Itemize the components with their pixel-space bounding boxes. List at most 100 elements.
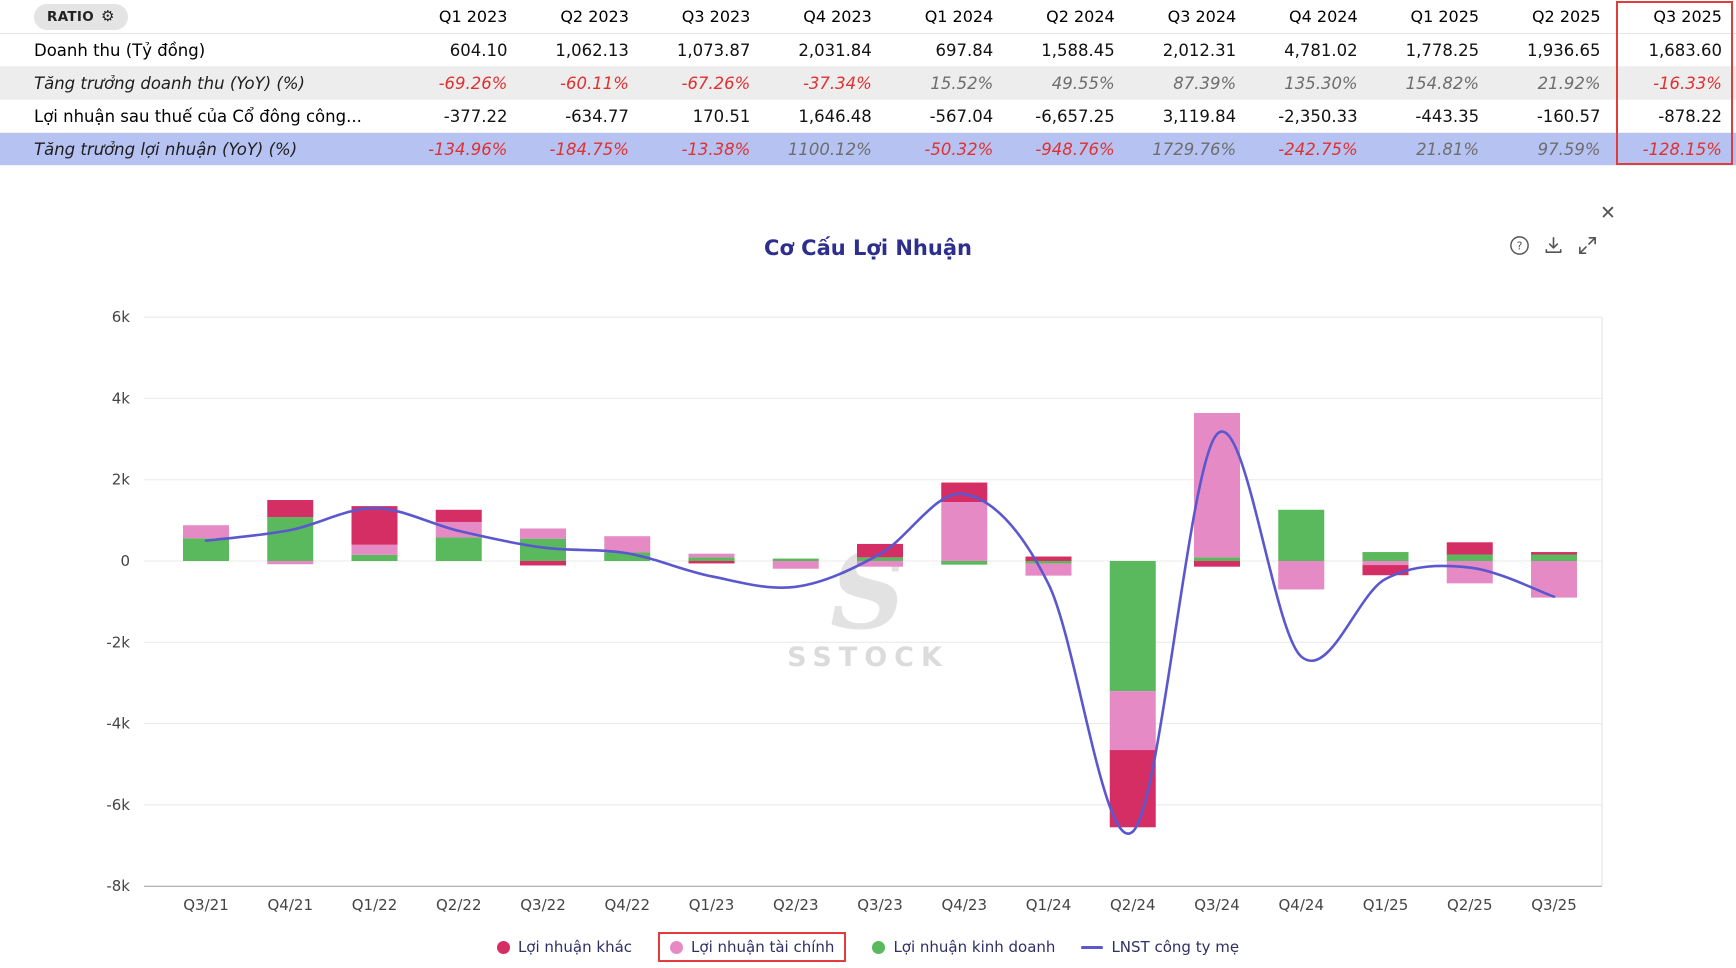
download-icon[interactable] [1542,234,1565,257]
x-axis-tick-label: Q3/25 [1531,896,1577,914]
bar-segment [1278,561,1325,590]
y-axis-tick-label: 4k [112,389,131,407]
chart-toolbar: ? [1508,234,1599,257]
bar-segment [435,509,482,522]
help-icon-svg: ? [1510,236,1529,255]
close-icon[interactable]: ✕ [1600,202,1616,224]
table-cell: -160.57 [1536,106,1601,126]
bar-segment [857,561,903,567]
table-cell: -134.96% [428,139,508,159]
table-cell: 135.30% [1284,73,1358,93]
bar-segment [1531,561,1577,598]
table-cell: -6,657.25 [1035,106,1115,126]
table-cell: 2,012.31 [1162,40,1237,60]
x-axis-tick-label: Q1/23 [689,896,735,914]
table-cell: 1,683.60 [1648,40,1722,60]
bar-segment [772,558,819,561]
x-axis-tick-label: Q1/22 [352,896,398,914]
bar-segment [1025,561,1072,564]
table-cell: -67.26% [681,73,751,93]
bar-segment [351,506,398,545]
bar-segment [1194,413,1240,558]
table-cell: -567.04 [929,106,994,126]
row-label: Lợi nhuận sau thuế của Cổ đông công... [34,106,362,126]
financial-ratio-table: RATIO ⚙ Q1 2023 Q2 2023 Q3 2023 Q4 2023 Q1 2… [0,0,1736,166]
legend-item-loi-nhuan-khac[interactable]: Lợi nhuận khác [496,938,632,956]
legend-item-loi-nhuan-kinh-doanh[interactable]: Lợi nhuận kinh doanh [872,938,1055,956]
table-cell: 4,781.02 [1284,40,1358,60]
table-cell: 1,588.45 [1041,40,1115,60]
x-axis-tick-label: Q2/22 [436,896,482,914]
chart-legend: Lợi nhuận khác Lợi nhuận tài chính Lợi nhu… [0,932,1736,962]
table-row[interactable]: Tăng trưởng lợi nhuận (YoY) (%) -134.96% -… [0,133,1736,166]
bar-segment [435,537,482,561]
bar-segment [1194,561,1240,567]
bar-segment [857,543,903,558]
column-header-q3-2024: Q3 2024 [1167,7,1237,26]
x-axis-tick-label: Q1/24 [1026,896,1072,914]
bar-segment [1194,557,1240,561]
table-row[interactable]: Lợi nhuận sau thuế của Cổ đông công... -3… [0,100,1736,133]
table-cell: 1729.76% [1152,139,1237,159]
row-label: Tăng trưởng lợi nhuận (YoY) (%) [34,139,298,159]
table-cell: 15.52% [930,73,994,93]
column-header-q4-2024: Q4 2024 [1289,7,1358,26]
bar-segment [351,544,398,555]
chart-title: Cơ Cấu Lợi Nhuận [764,236,972,260]
bar-segment [604,552,651,561]
bar-segment [267,561,314,565]
legend-dot-icon [872,940,886,954]
ratio-button[interactable]: RATIO ⚙ [34,3,128,30]
table-cell: 87.39% [1173,73,1237,93]
table-cell: 1,646.48 [798,106,872,126]
table-header-label-cell: RATIO ⚙ [0,3,400,30]
table-cell: 49.55% [1051,73,1115,93]
table-cell: 1,062.13 [555,40,629,60]
table-header-row: RATIO ⚙ Q1 2023 Q2 2023 Q3 2023 Q4 2023 Q1 2… [0,0,1736,34]
bar-segment [183,538,229,561]
y-axis-tick-label: 6k [112,308,131,326]
x-axis-tick-label: Q4/23 [942,896,988,914]
x-axis-tick-label: Q4/21 [268,896,314,914]
column-header-q4-2023: Q4 2023 [803,7,872,26]
bar-segment [1531,552,1577,555]
bar-segment [688,557,735,561]
column-header-q1-2024: Q1 2024 [924,7,994,26]
table-cell: -37.34% [802,73,872,93]
bar-segment [267,517,314,561]
table-cell: -242.75% [1278,139,1358,159]
table-row[interactable]: Doanh thu (Tỷ đồng) 604.10 1,062.13 1,073.8… [0,34,1736,67]
table-cell: -377.22 [443,106,508,126]
expand-icon[interactable] [1576,234,1599,257]
legend-item-loi-nhuan-tai-chinh[interactable]: Lợi nhuận tài chính [658,932,847,962]
table-cell: -16.33% [1653,73,1722,93]
lnst-line [204,430,1556,835]
column-header-q3-2025: Q3 2025 [1653,7,1722,26]
legend-label: Lợi nhuận kinh doanh [893,938,1056,956]
bar-segment [1362,565,1409,576]
table-cell: 1,936.65 [1527,40,1601,60]
table-row[interactable]: Tăng trưởng doanh thu (YoY) (%) -69.26% -6… [0,67,1736,100]
watermark-logo: S [830,529,906,653]
bar-segment [604,536,651,553]
table-cell: 154.82% [1405,73,1480,93]
gear-icon[interactable]: ⚙ [101,7,115,25]
table-cell: 97.59% [1537,139,1601,159]
x-axis-tick-label: Q3/23 [857,896,903,914]
help-icon[interactable]: ? [1508,234,1531,257]
legend-item-lnst-cong-ty-me[interactable]: LNST công ty mẹ [1081,938,1239,956]
bar-segment [1278,509,1325,561]
table-cell: -60.11% [560,73,629,93]
bar-segment [772,561,819,569]
bar-segment [1109,691,1156,751]
table-cell: 1,073.87 [676,40,751,60]
legend-dot-icon [496,940,510,954]
x-axis-tick-label: Q3/22 [520,896,566,914]
bar-segment [688,561,735,564]
bar-segment [1446,561,1493,584]
bar-segment [351,554,398,561]
legend-dot-icon [670,940,684,954]
table-cell: 697.84 [935,40,994,60]
bar-segment [1362,561,1409,566]
table-cell: 3,119.84 [1162,106,1237,126]
